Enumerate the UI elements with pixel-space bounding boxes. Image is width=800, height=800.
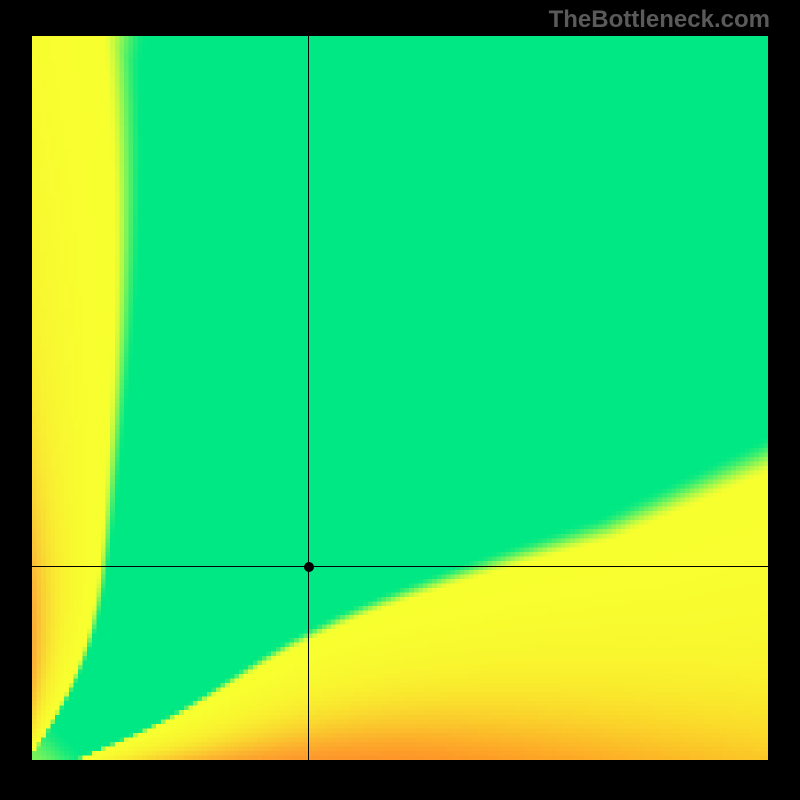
bottleneck-heatmap [32, 36, 768, 760]
chart-container: { "watermark": { "text": "TheBottleneck.… [0, 0, 800, 800]
crosshair-dot [304, 562, 314, 572]
crosshair-horizontal [32, 566, 768, 567]
plot-area [32, 36, 768, 760]
watermark-text: TheBottleneck.com [549, 6, 770, 34]
crosshair-vertical [308, 36, 309, 760]
